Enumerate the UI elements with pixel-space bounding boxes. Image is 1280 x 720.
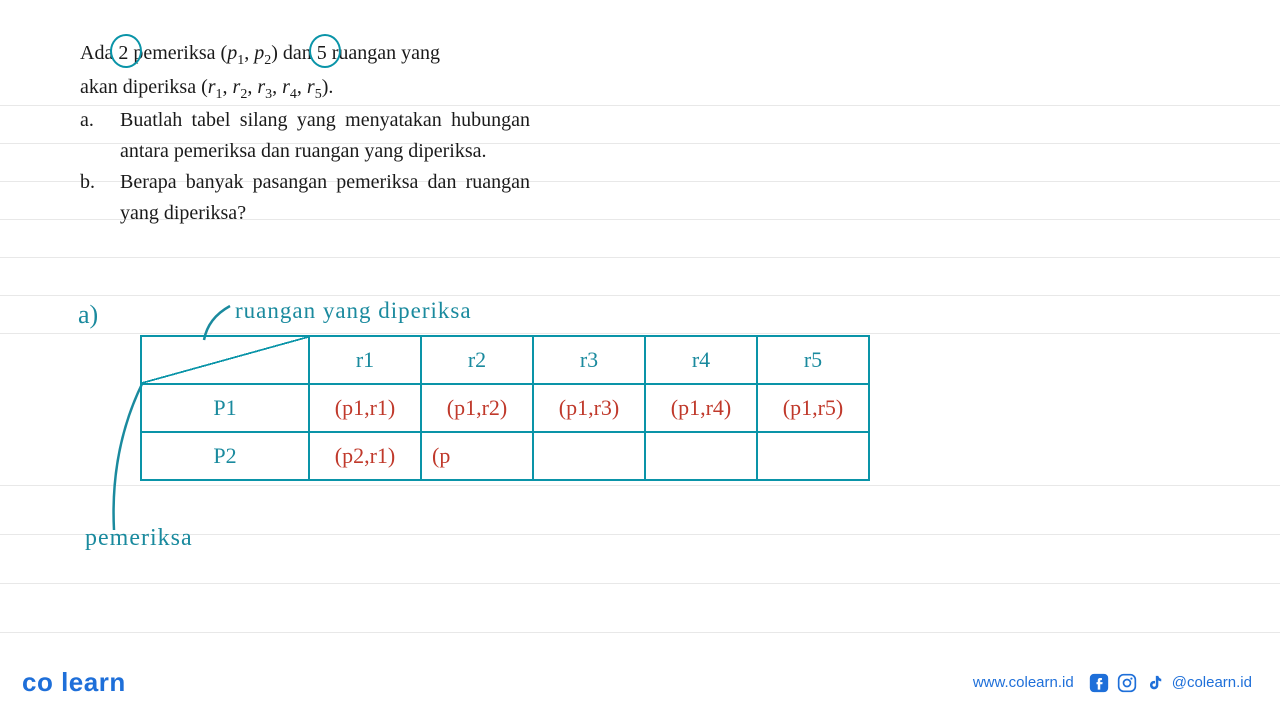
circled-two: 2	[118, 38, 128, 69]
cell-p1-r3: (p1,r3)	[533, 384, 645, 432]
question-line1: Ada 2 pemeriksa (p1, p2) dan 5 ruangan y…	[80, 38, 530, 72]
social-icons: @colearn.id	[1088, 672, 1252, 694]
footer-url: www.colearn.id	[973, 674, 1074, 691]
col-header-r4: r4	[645, 336, 757, 384]
instagram-icon	[1116, 672, 1138, 694]
label-pemeriksa: pemeriksa	[85, 525, 193, 552]
footer-right: www.colearn.id @colearn.id	[973, 672, 1252, 694]
ruled-line	[0, 583, 1280, 584]
tiktok-icon	[1144, 672, 1166, 694]
ruled-line	[0, 632, 1280, 633]
table-corner-cell	[141, 336, 309, 384]
cross-table: r1 r2 r3 r4 r5 P1 (p1,r1) (p1,r2) (p1,r3…	[140, 335, 870, 481]
q-a-label: a.	[80, 105, 120, 167]
cell-p1-r2: (p1,r2)	[421, 384, 533, 432]
question-block: Ada 2 pemeriksa (p1, p2) dan 5 ruangan y…	[80, 38, 530, 229]
cell-p1-r1: (p1,r1)	[309, 384, 421, 432]
question-item-b: b. Berapa banyak pasangan pemeriksa dan …	[80, 167, 530, 229]
q-b-text: Berapa banyak pasangan pemeriksa dan rua…	[120, 167, 530, 229]
footer: co learn www.colearn.id @colearn.id	[0, 667, 1280, 698]
cell-p2-r4	[645, 432, 757, 480]
ruled-line	[0, 295, 1280, 296]
row-header-p1: P1	[141, 384, 309, 432]
col-header-r5: r5	[757, 336, 869, 384]
ruled-line	[0, 485, 1280, 486]
cell-p2-r2: (p	[421, 432, 533, 480]
cell-p2-r1: (p2,r1)	[309, 432, 421, 480]
ruled-line	[0, 257, 1280, 258]
col-header-r1: r1	[309, 336, 421, 384]
q-a-text: Buatlah tabel silang yang menyatakan hub…	[120, 105, 530, 167]
circled-five: 5	[317, 38, 327, 69]
table-row-p2: P2 (p2,r1) (p	[141, 432, 869, 480]
q-b-label: b.	[80, 167, 120, 229]
facebook-icon	[1088, 672, 1110, 694]
row-header-p2: P2	[141, 432, 309, 480]
ruled-line	[0, 333, 1280, 334]
label-ruangan: ruangan yang diperiksa	[235, 298, 472, 324]
handwritten-section-a: a)	[78, 300, 98, 330]
question-item-a: a. Buatlah tabel silang yang menyatakan …	[80, 105, 530, 167]
cell-p2-r5	[757, 432, 869, 480]
table-row-p1: P1 (p1,r1) (p1,r2) (p1,r3) (p1,r4) (p1,r…	[141, 384, 869, 432]
cell-p1-r4: (p1,r4)	[645, 384, 757, 432]
question-line2: akan diperiksa (r1, r2, r3, r4, r5).	[80, 72, 530, 106]
col-header-r2: r2	[421, 336, 533, 384]
cell-p1-r5: (p1,r5)	[757, 384, 869, 432]
table-header-row: r1 r2 r3 r4 r5	[141, 336, 869, 384]
col-header-r3: r3	[533, 336, 645, 384]
brand-logo: co learn	[22, 667, 126, 698]
cell-p2-r3	[533, 432, 645, 480]
social-handle: @colearn.id	[1172, 674, 1252, 691]
